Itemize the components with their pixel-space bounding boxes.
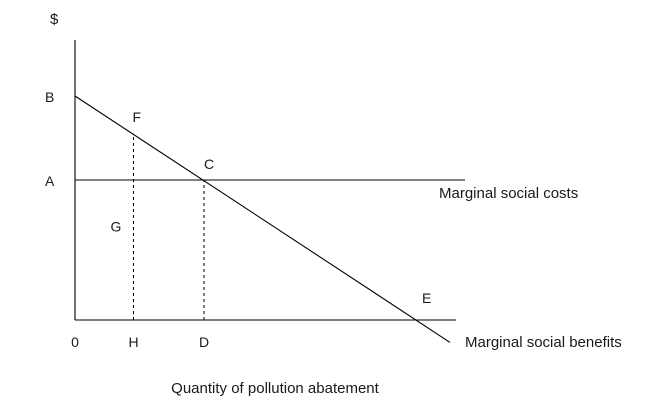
series-lines [74, 95, 465, 343]
x-axis-label: Quantity of pollution abatement [171, 380, 379, 397]
series-labels: Marginal social costs Marginal social ben… [439, 185, 622, 351]
guide-lines [133, 133, 205, 320]
x-tick-label-d: D [199, 334, 209, 350]
point-label-e: E [422, 290, 431, 306]
point-label-f: F [133, 109, 142, 125]
series-line-marginal-social-benefits [74, 95, 451, 343]
x-tick-label-0: 0 [71, 334, 79, 350]
point-label-a: A [45, 173, 55, 189]
point-labels: B A F C G E [45, 89, 431, 306]
point-label-g: G [111, 218, 122, 234]
series-label-marginal-social-costs: Marginal social costs [439, 185, 578, 202]
x-tick-labels: 0 H D [71, 334, 209, 350]
x-tick-label-h: H [128, 334, 138, 350]
series-label-marginal-social-benefits: Marginal social benefits [465, 334, 622, 351]
point-label-b: B [45, 89, 54, 105]
y-axis-label: $ [50, 11, 59, 28]
point-label-c: C [204, 156, 214, 172]
